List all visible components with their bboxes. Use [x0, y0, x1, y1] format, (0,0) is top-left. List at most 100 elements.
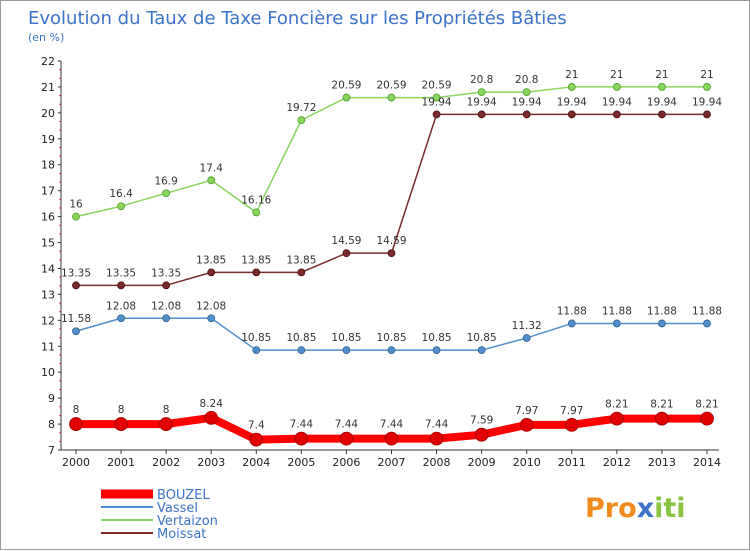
data-label-vertaizon: 21: [610, 69, 623, 81]
data-label-vassel: 10.85: [286, 332, 316, 344]
chart-subtitle: (en %): [28, 31, 64, 44]
x-tick-label: 2004: [242, 456, 270, 469]
x-tick-label: 2013: [648, 456, 676, 469]
legend-label-moissat: Moissat: [157, 527, 206, 542]
data-point-bouzel: [700, 411, 714, 426]
data-label-vassel: 11.88: [557, 305, 587, 317]
data-point-vertaizon: [567, 83, 576, 91]
data-label-bouzel: 7.44: [290, 419, 314, 431]
data-label-vassel: 11.58: [61, 313, 91, 325]
data-label-moissat: 19.94: [512, 96, 542, 108]
data-point-moissat: [387, 249, 396, 258]
data-label-vertaizon: 19.72: [286, 102, 316, 114]
data-point-vertaizon: [477, 88, 486, 97]
data-point-bouzel: [294, 431, 309, 446]
series-vassel: 11.58 12.08 12.08 12.08 10.85 10.85 10.85 10.85…: [61, 300, 722, 355]
data-point-bouzel: [474, 427, 489, 442]
data-point-vassel: [567, 319, 576, 328]
data-point-vertaizon: [703, 83, 711, 91]
y-tick-label: 12: [41, 314, 55, 327]
data-label-moissat: 14.59: [331, 235, 361, 247]
y-tick-label: 11: [41, 340, 55, 353]
data-label-vassel: 10.85: [422, 332, 452, 344]
data-label-vertaizon: 20.59: [331, 80, 361, 92]
data-point-vassel: [342, 346, 351, 355]
data-label-bouzel: 7.97: [515, 405, 538, 417]
data-label-moissat: 13.85: [196, 254, 226, 266]
y-tick-label: 19: [41, 133, 55, 146]
data-label-moissat: 19.94: [467, 96, 497, 108]
data-point-vertaizon: [297, 116, 306, 125]
data-point-bouzel: [339, 431, 354, 446]
data-label-vertaizon: 16.9: [154, 175, 177, 187]
data-point-vertaizon: [252, 208, 261, 217]
data-label-moissat: 13.35: [61, 267, 91, 279]
data-point-moissat: [522, 110, 531, 119]
x-tick-label: 2001: [107, 456, 135, 469]
data-label-moissat: 14.59: [376, 235, 406, 247]
data-point-vertaizon: [432, 93, 441, 102]
data-label-bouzel: 7.59: [470, 415, 493, 427]
data-label-vassel: 12.08: [106, 300, 136, 312]
data-point-vertaizon: [612, 83, 621, 91]
y-tick-label: 10: [41, 366, 55, 379]
x-tick-label: 2007: [378, 456, 406, 469]
data-label-bouzel: 8: [118, 404, 125, 416]
data-point-vassel: [612, 319, 621, 328]
data-point-moissat: [703, 110, 711, 119]
data-point-bouzel: [609, 411, 624, 426]
x-tick-label: 2002: [152, 456, 180, 469]
x-tick-label: 2003: [197, 456, 225, 469]
legend-label-vertaizon: Vertaizon: [157, 514, 218, 529]
data-label-vassel: 11.32: [512, 320, 542, 332]
data-point-bouzel: [429, 431, 444, 446]
data-point-vertaizon: [342, 93, 351, 102]
data-label-vertaizon: 21: [700, 69, 713, 81]
data-label-moissat: 13.85: [286, 254, 316, 266]
data-label-bouzel: 7.44: [425, 419, 449, 431]
data-point-moissat: [342, 249, 351, 258]
axes: 7 8 9 10 11 12 13 14 15 16 17 18 19 20 21 22 2000 2001 200…: [41, 55, 721, 469]
data-point-vassel: [522, 334, 531, 342]
data-point-moissat: [72, 281, 80, 290]
data-label-vassel: 10.85: [467, 332, 497, 344]
proxiti-logo: Proxiti: [585, 493, 686, 524]
data-point-bouzel: [114, 417, 128, 431]
series-bouzel: 8 8 8 8.24 7.4 7.44 7.44 7.44 7.44 7.59 7.97 7.97 8.…: [69, 398, 719, 447]
data-point-vertaizon: [162, 189, 171, 198]
x-tick-label: 2011: [558, 456, 586, 469]
data-point-vassel: [387, 346, 396, 355]
data-label-bouzel: 8.24: [200, 398, 224, 410]
data-label-moissat: 13.85: [241, 254, 271, 266]
data-label-vertaizon: 20.8: [515, 74, 538, 86]
data-point-vassel: [477, 346, 486, 355]
data-point-moissat: [658, 110, 666, 119]
data-label-moissat: 13.35: [106, 267, 136, 279]
data-point-moissat: [117, 281, 125, 290]
data-point-vassel: [117, 314, 125, 323]
data-point-vassel: [703, 319, 711, 328]
data-point-vertaizon: [658, 83, 666, 91]
series-vertaizon: 16 16.4 16.9 17.4 16.16 19.72 20.59 20.59 20.59 2…: [69, 69, 714, 221]
plot-area: 16 16.4 16.9 17.4 16.16 19.72 20.59 20.59 20.59 2…: [61, 69, 722, 447]
data-label-vassel: 12.08: [151, 300, 181, 312]
data-label-vertaizon: 20.59: [422, 80, 452, 92]
data-point-vassel: [252, 346, 261, 355]
data-label-vassel: 10.85: [241, 332, 271, 344]
data-point-bouzel: [204, 410, 219, 425]
data-label-moissat: 13.35: [151, 267, 181, 279]
y-tick-label: 13: [41, 288, 55, 301]
data-point-vassel: [432, 346, 441, 355]
x-tick-label: 2009: [468, 456, 496, 469]
data-point-vertaizon: [72, 212, 80, 221]
data-point-bouzel: [519, 417, 534, 432]
legend-label-vassel: Vassel: [157, 501, 198, 516]
data-label-bouzel: 8: [163, 404, 170, 416]
data-label-vassel: 11.88: [692, 305, 722, 317]
data-point-vertaizon: [117, 202, 125, 211]
data-label-vertaizon: 21: [655, 69, 668, 81]
data-point-bouzel: [564, 417, 579, 432]
